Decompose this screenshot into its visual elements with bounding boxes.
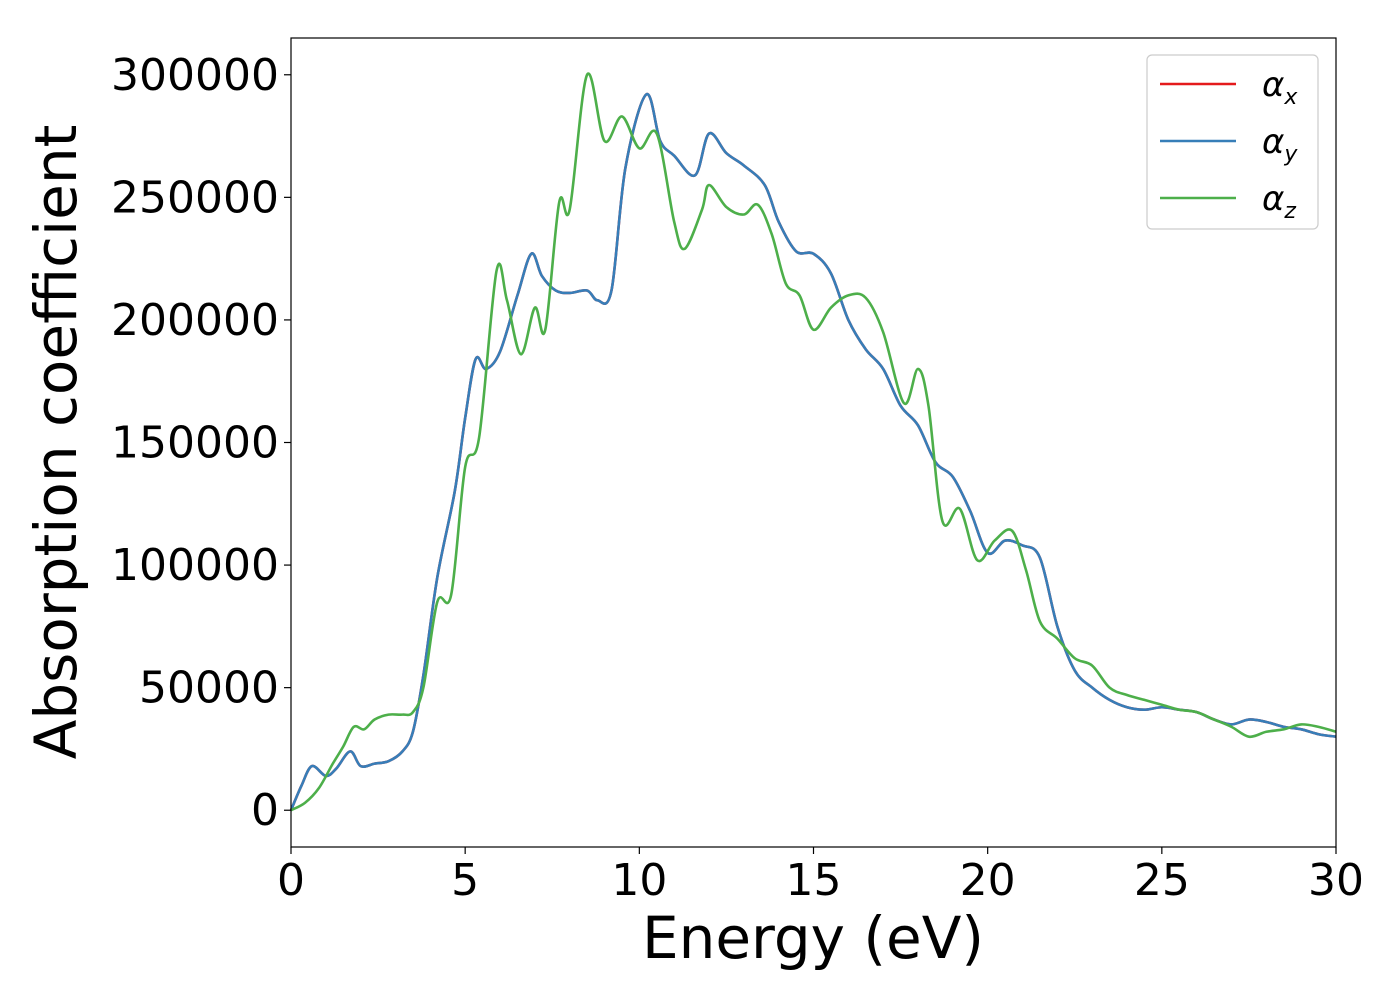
y-tick-label: 300000 bbox=[111, 50, 279, 101]
y-tick-label: 200000 bbox=[111, 295, 279, 346]
x-tick-label: 30 bbox=[1308, 855, 1364, 906]
x-axis-ticks: 0 5 10 15 20 25 30 bbox=[277, 847, 1364, 906]
legend-entries: αx αy αz bbox=[1160, 65, 1298, 224]
legend-label-y: αy bbox=[1262, 122, 1298, 167]
x-tick-label: 10 bbox=[611, 855, 667, 906]
series-line-y bbox=[289, 93, 1337, 811]
legend-label-z: αz bbox=[1262, 179, 1296, 224]
legend-label-x: αx bbox=[1262, 65, 1298, 110]
x-tick-label: 25 bbox=[1134, 855, 1190, 906]
y-tick-label: 50000 bbox=[139, 663, 279, 714]
y-tick-label: 150000 bbox=[111, 418, 279, 469]
x-tick-label: 20 bbox=[960, 855, 1016, 906]
series-layer bbox=[289, 72, 1337, 812]
legend: αx αy αz bbox=[1146, 54, 1319, 230]
y-tick-label: 0 bbox=[251, 785, 279, 836]
y-axis-label: Absorption coefficient bbox=[22, 125, 90, 760]
y-tick-label: 100000 bbox=[111, 540, 279, 591]
x-tick-label: 5 bbox=[451, 855, 479, 906]
x-tick-label: 0 bbox=[277, 855, 305, 906]
x-axis-label: Energy (eV) bbox=[642, 904, 984, 972]
y-axis-ticks: 0 50000 100000 150000 200000 250000 300000 bbox=[111, 50, 291, 836]
y-tick-label: 250000 bbox=[111, 172, 279, 223]
x-tick-label: 15 bbox=[786, 855, 842, 906]
series-line-z bbox=[290, 72, 1337, 812]
